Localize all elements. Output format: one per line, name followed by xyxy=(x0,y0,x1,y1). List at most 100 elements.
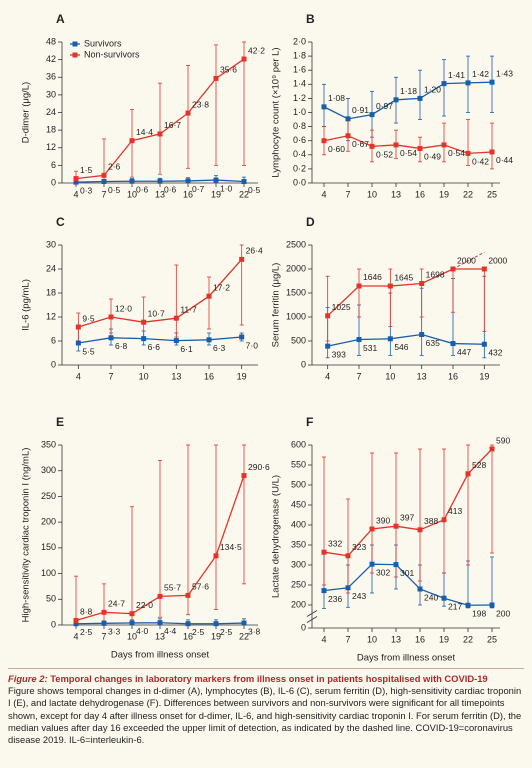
legend-label: Non-survivors xyxy=(84,49,140,59)
y-tick-label: 1·8 xyxy=(293,50,306,60)
point xyxy=(239,256,245,262)
y-tick-label: 0·2 xyxy=(293,163,306,173)
value-label: 217 xyxy=(448,601,462,611)
value-label: 42·2 xyxy=(248,45,265,55)
value-label: 0·7 xyxy=(192,184,205,194)
value-label: 1·43 xyxy=(496,68,513,78)
point xyxy=(73,621,79,627)
point xyxy=(101,172,107,178)
y-tick-label: 1·2 xyxy=(293,93,306,103)
point xyxy=(369,526,375,532)
x-tick-label: 4 xyxy=(321,634,326,644)
x-tick-label: 25 xyxy=(487,634,497,644)
series-line xyxy=(323,448,493,557)
y-tick-label: 450 xyxy=(291,499,306,509)
value-label: 236 xyxy=(328,594,342,604)
series-line xyxy=(78,336,242,344)
value-label: 531 xyxy=(363,343,377,353)
value-label: 4·4 xyxy=(164,626,177,636)
y-axis-label: Serum ferritin (μg/L) xyxy=(271,263,282,348)
x-tick-label: 16 xyxy=(448,371,458,381)
point xyxy=(157,178,163,184)
point xyxy=(465,471,471,477)
value-label: 0·54 xyxy=(448,148,465,158)
point xyxy=(393,142,399,148)
value-label: 1025 xyxy=(332,302,351,312)
point xyxy=(325,343,331,349)
caption-text: Figure shows temporal changes in d-dimer… xyxy=(8,685,522,746)
value-label: 1645 xyxy=(394,272,413,282)
point xyxy=(213,553,219,559)
value-label: 0·49 xyxy=(424,152,441,162)
point xyxy=(129,178,135,184)
value-label: 7·0 xyxy=(246,340,259,350)
point xyxy=(73,617,79,623)
x-tick-label: 4 xyxy=(76,371,81,381)
y-axis-label: Lymphocyte count (×10⁹ per L) xyxy=(271,47,282,177)
caption-label: Figure 2: xyxy=(8,673,48,684)
value-label: 447 xyxy=(457,347,471,357)
x-tick-label: 19 xyxy=(479,371,489,381)
y-tick-label: 0 xyxy=(301,359,306,369)
point xyxy=(101,609,107,615)
point xyxy=(417,527,423,533)
y-tick-label: 500 xyxy=(291,479,306,489)
y-tick-label: 1·4 xyxy=(293,79,306,89)
y-tick-label: 1000 xyxy=(286,311,306,321)
x-tick-label: 22 xyxy=(239,189,249,199)
x-tick-label: 19 xyxy=(211,631,221,641)
x-tick-label: 25 xyxy=(487,189,497,199)
value-label: 17·2 xyxy=(213,282,230,292)
x-tick-label: 10 xyxy=(127,631,137,641)
y-tick-label: 0 xyxy=(51,619,56,629)
point xyxy=(356,337,362,343)
value-label: 55·7 xyxy=(164,583,181,593)
point xyxy=(73,176,79,182)
x-tick-label: 10 xyxy=(367,634,377,644)
point xyxy=(387,336,393,342)
x-tick-label: 4 xyxy=(321,189,326,199)
x-tick-label: 7 xyxy=(345,189,350,199)
y-axis-label: High-sensitivity cardiac troponin I (ng/… xyxy=(21,448,32,623)
point xyxy=(417,145,423,151)
point xyxy=(213,177,219,183)
point xyxy=(206,337,212,343)
value-label: 23·8 xyxy=(192,99,209,109)
point xyxy=(489,79,495,85)
value-label: 0·44 xyxy=(496,155,513,165)
value-label: 2·5 xyxy=(192,627,205,637)
point xyxy=(393,562,399,568)
point xyxy=(450,266,456,272)
point xyxy=(101,179,107,185)
x-tick-label: 4 xyxy=(325,371,330,381)
y-tick-label: 2500 xyxy=(286,239,306,249)
value-label: 390 xyxy=(376,515,390,525)
point xyxy=(75,340,81,346)
value-label: 0·6 xyxy=(136,184,149,194)
point xyxy=(465,602,471,608)
y-tick-label: 36 xyxy=(46,72,56,82)
value-label: 22·0 xyxy=(136,600,153,610)
value-label: 5·5 xyxy=(82,346,95,356)
point xyxy=(101,620,107,626)
value-label: 0·52 xyxy=(376,150,393,160)
point xyxy=(157,593,163,599)
x-tick-label: 16 xyxy=(415,634,425,644)
point xyxy=(345,585,351,591)
point xyxy=(129,138,135,144)
x-tick-label: 10 xyxy=(367,189,377,199)
x-tick-label: 7 xyxy=(356,371,361,381)
point xyxy=(173,338,179,344)
y-tick-label: 250 xyxy=(291,579,306,589)
point xyxy=(129,620,135,626)
y-axis-label: Lactate dehydrogenase (U/L) xyxy=(271,475,282,598)
point xyxy=(345,133,351,139)
point xyxy=(369,143,375,149)
y-tick-label: 12 xyxy=(46,311,56,321)
point xyxy=(321,588,327,594)
value-label: 6·6 xyxy=(148,342,161,352)
value-label: 1646 xyxy=(363,272,382,282)
point xyxy=(417,95,423,101)
value-label: 12·0 xyxy=(115,303,132,313)
value-label: 388 xyxy=(424,516,438,526)
